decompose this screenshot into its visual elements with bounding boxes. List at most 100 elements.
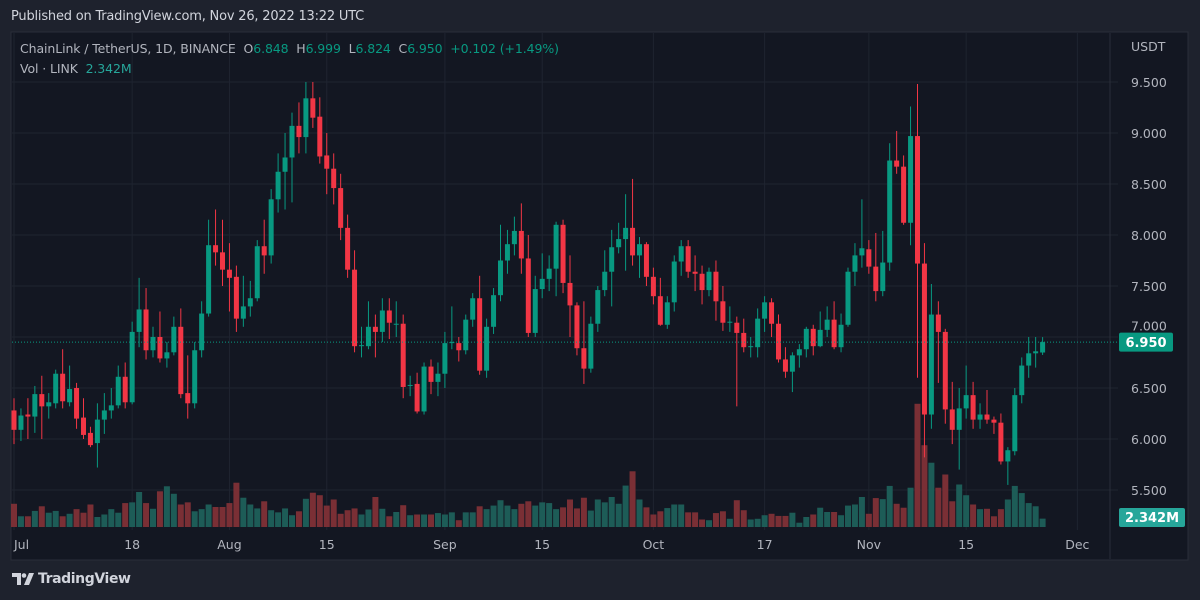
candle[interactable]: [11, 398, 17, 445]
candle[interactable]: [616, 222, 622, 254]
candle[interactable]: [87, 426, 93, 448]
candle[interactable]: [81, 398, 86, 439]
symbol-name[interactable]: ChainLink / TetherUS, 1D, BINANCE: [20, 41, 236, 56]
candle[interactable]: [713, 260, 719, 321]
candle[interactable]: [921, 243, 927, 458]
candle[interactable]: [942, 328, 948, 424]
tradingview-logo[interactable]: TradingView: [12, 571, 131, 587]
candle[interactable]: [303, 82, 309, 154]
candle[interactable]: [873, 232, 879, 302]
candle[interactable]: [553, 221, 559, 297]
candle[interactable]: [949, 381, 955, 445]
candle[interactable]: [122, 362, 128, 409]
candle[interactable]: [852, 243, 858, 286]
candle[interactable]: [108, 388, 114, 419]
candle[interactable]: [1005, 447, 1011, 485]
candle[interactable]: [53, 369, 59, 409]
candle[interactable]: [664, 296, 670, 329]
candle[interactable]: [171, 316, 177, 356]
candle[interactable]: [741, 318, 747, 353]
candle[interactable]: [220, 219, 225, 286]
candle[interactable]: [240, 275, 246, 327]
candle[interactable]: [567, 255, 573, 337]
candle[interactable]: [449, 306, 455, 350]
candle[interactable]: [671, 255, 677, 312]
candle[interactable]: [511, 216, 517, 256]
candle[interactable]: [60, 349, 66, 409]
candle[interactable]: [39, 375, 45, 439]
candle[interactable]: [546, 255, 552, 292]
candle[interactable]: [226, 243, 232, 312]
candle[interactable]: [748, 337, 754, 358]
candle[interactable]: [421, 362, 427, 415]
candle[interactable]: [1019, 357, 1025, 404]
candle[interactable]: [206, 219, 212, 317]
candle[interactable]: [296, 102, 302, 154]
candle[interactable]: [581, 301, 587, 384]
candle[interactable]: [143, 288, 149, 360]
candle[interactable]: [908, 106, 914, 246]
candle[interactable]: [338, 173, 344, 241]
candle[interactable]: [1026, 337, 1032, 378]
candle[interactable]: [324, 133, 330, 195]
candle[interactable]: [254, 240, 260, 302]
candle[interactable]: [727, 306, 733, 332]
candle[interactable]: [94, 403, 100, 468]
candle[interactable]: [345, 214, 351, 278]
candle[interactable]: [782, 347, 788, 378]
candle[interactable]: [484, 318, 490, 378]
time-axis[interactable]: Jul 18 Aug 15 Sep 15 Oct 17 Nov 15 Dec: [13, 537, 1090, 552]
candle[interactable]: [331, 153, 337, 205]
candle[interactable]: [574, 302, 580, 356]
candle[interactable]: [379, 298, 385, 343]
candle[interactable]: [810, 324, 816, 356]
candle[interactable]: [359, 326, 364, 358]
candle[interactable]: [268, 189, 274, 264]
candle[interactable]: [602, 250, 608, 297]
candle[interactable]: [776, 314, 781, 363]
candle[interactable]: [407, 375, 413, 397]
candle[interactable]: [831, 301, 837, 350]
candle[interactable]: [491, 288, 497, 334]
candle[interactable]: [428, 359, 434, 395]
candle[interactable]: [435, 362, 441, 397]
candle[interactable]: [755, 308, 761, 358]
candle[interactable]: [352, 250, 358, 353]
candle[interactable]: [178, 308, 184, 399]
candle[interactable]: [442, 331, 448, 388]
candle[interactable]: [796, 344, 802, 368]
candle[interactable]: [977, 403, 983, 429]
candle[interactable]: [560, 219, 566, 294]
candle[interactable]: [1040, 337, 1046, 355]
candle[interactable]: [233, 265, 239, 332]
candle[interactable]: [650, 267, 656, 305]
candle[interactable]: [67, 365, 73, 407]
candle[interactable]: [157, 311, 163, 363]
candle[interactable]: [956, 388, 962, 470]
volume-label[interactable]: Vol · LINK: [20, 61, 78, 76]
candle[interactable]: [1012, 388, 1018, 456]
candle[interactable]: [963, 365, 969, 419]
candle[interactable]: [630, 178, 636, 266]
candle[interactable]: [699, 265, 705, 305]
candle[interactable]: [803, 326, 809, 358]
candle[interactable]: [887, 143, 893, 271]
candle[interactable]: [692, 255, 698, 292]
candle[interactable]: [282, 133, 288, 210]
candle[interactable]: [199, 301, 205, 358]
candle[interactable]: [518, 203, 524, 274]
candle[interactable]: [470, 293, 476, 327]
candle[interactable]: [386, 298, 392, 340]
candle[interactable]: [595, 286, 601, 332]
candle[interactable]: [838, 313, 844, 353]
candle[interactable]: [623, 194, 629, 271]
candle[interactable]: [74, 382, 80, 429]
candle[interactable]: [762, 296, 768, 332]
candle[interactable]: [685, 240, 691, 278]
candle[interactable]: [185, 355, 191, 419]
candle[interactable]: [998, 413, 1004, 465]
candle[interactable]: [136, 277, 142, 348]
candle[interactable]: [637, 237, 642, 278]
candle[interactable]: [372, 314, 378, 358]
